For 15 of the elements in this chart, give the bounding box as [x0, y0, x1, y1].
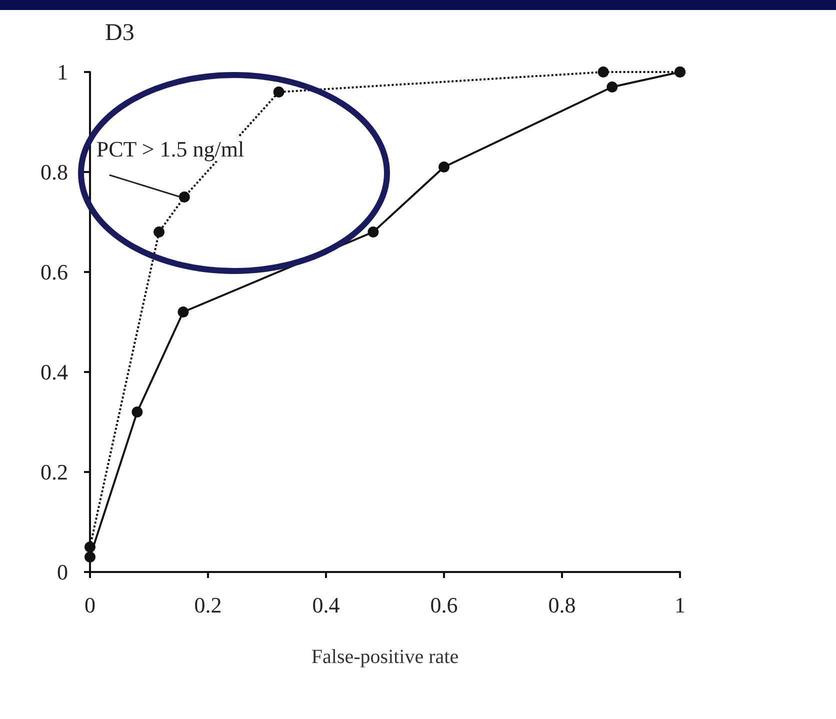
y-tick-label: 0.4 — [40, 360, 68, 384]
y-tick-label: 0.2 — [40, 460, 68, 484]
y-tick-label: 0.6 — [40, 260, 68, 284]
x-axis-title: False-positive rate — [311, 646, 459, 668]
y-tick-label: 1 — [57, 60, 68, 84]
x-tick-label: 0.8 — [548, 592, 576, 618]
x-tick-label: 0 — [84, 592, 96, 618]
x-tick-label: 0.2 — [194, 592, 222, 618]
x-tick-label: 1 — [674, 592, 686, 618]
y-tick-label: 0 — [57, 560, 68, 584]
x-tick-label: 0.6 — [430, 592, 458, 618]
x-tick-label: 0.4 — [312, 592, 340, 618]
y-tick-label: 0.8 — [40, 160, 68, 184]
annotation: PCT > 1.5 ng/ml — [96, 136, 244, 162]
chart-title: D3 — [105, 20, 134, 46]
